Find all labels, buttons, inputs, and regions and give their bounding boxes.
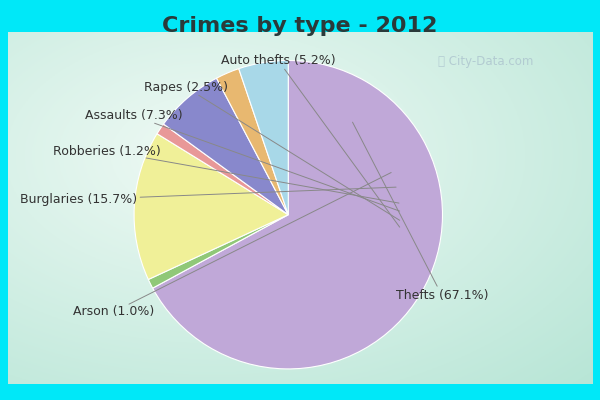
- Wedge shape: [152, 60, 442, 369]
- Text: Rapes (2.5%): Rapes (2.5%): [144, 81, 400, 220]
- Text: Burglaries (15.7%): Burglaries (15.7%): [20, 187, 396, 206]
- Text: Robberies (1.2%): Robberies (1.2%): [53, 144, 399, 203]
- Wedge shape: [157, 124, 288, 215]
- Wedge shape: [134, 134, 288, 280]
- Text: ⓘ City-Data.com: ⓘ City-Data.com: [438, 56, 533, 68]
- Wedge shape: [148, 215, 288, 288]
- Wedge shape: [239, 60, 288, 215]
- Text: Assaults (7.3%): Assaults (7.3%): [85, 109, 400, 211]
- Text: Arson (1.0%): Arson (1.0%): [73, 172, 391, 318]
- Text: Auto thefts (5.2%): Auto thefts (5.2%): [221, 54, 400, 227]
- Text: Thefts (67.1%): Thefts (67.1%): [353, 122, 488, 302]
- Text: Crimes by type - 2012: Crimes by type - 2012: [163, 16, 437, 36]
- Wedge shape: [164, 78, 288, 215]
- Wedge shape: [217, 69, 288, 215]
